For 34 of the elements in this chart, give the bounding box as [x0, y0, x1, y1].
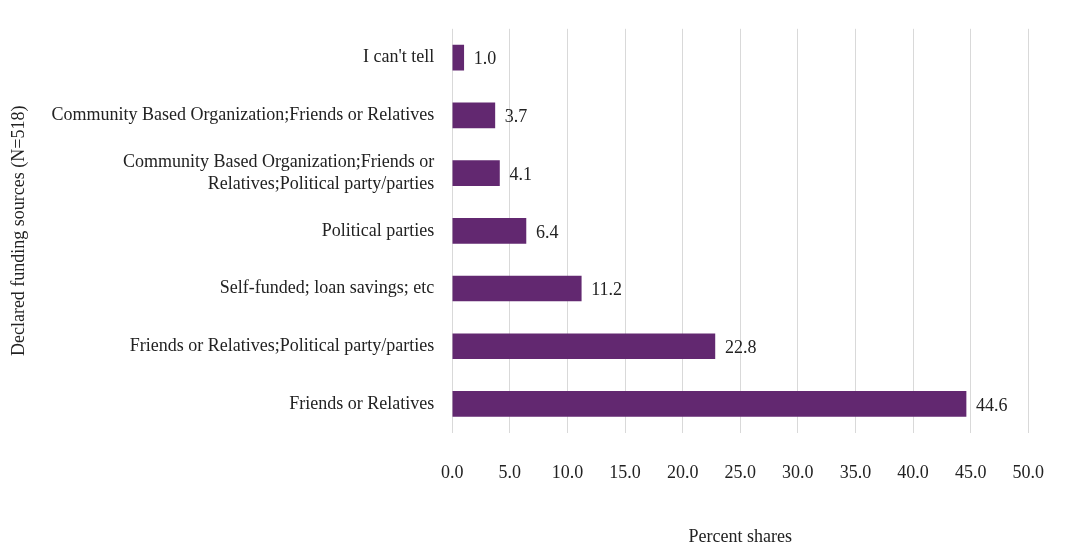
bar: [452, 102, 496, 129]
y-tick-label: Friends or Relatives: [289, 392, 435, 413]
data-label: 44.6: [976, 394, 1008, 415]
x-axis-title: Percent shares: [688, 525, 792, 546]
data-label: 3.7: [504, 106, 528, 127]
y-axis-title: Declared funding sources (N=518): [7, 105, 29, 357]
y-tick-label: Community Based Organization;Friends or Relatives;Political party/parties: [123, 151, 435, 193]
bar: [452, 333, 716, 360]
x-tick-label: 20.0: [666, 462, 699, 483]
bar: [452, 217, 527, 244]
data-label: 6.4: [535, 221, 559, 242]
data-label: 4.1: [509, 163, 532, 184]
x-tick-label: 40.0: [897, 462, 929, 483]
x-tick-label: 10.0: [551, 462, 584, 483]
data-label: 11.2: [591, 279, 623, 300]
x-tick-label: 5.0: [498, 462, 522, 483]
bar: [452, 160, 500, 186]
x-tick-label: 0.0: [440, 462, 464, 483]
data-label: 1.0: [473, 48, 497, 69]
x-tick-label: 35.0: [839, 462, 872, 483]
bar: [452, 391, 967, 417]
x-tick-label: 30.0: [782, 462, 814, 483]
y-tick-label: Political parties: [321, 219, 435, 240]
y-tick-label: I can't tell: [363, 46, 435, 67]
y-tick-label: Community Based Organization;Friends or Relatives: [51, 104, 435, 125]
bar: [452, 275, 582, 302]
bar: [452, 44, 465, 71]
x-tick-label: 15.0: [609, 462, 641, 483]
x-tick-label: 45.0: [954, 462, 987, 483]
y-tick-label: Self-funded; loan savings; etc: [219, 277, 435, 298]
x-tick-label: 25.0: [724, 462, 756, 483]
data-label: 22.8: [724, 336, 757, 357]
x-tick-label: 50.0: [1012, 462, 1044, 483]
y-tick-label: Friends or Relatives;Political party/parties: [129, 334, 435, 355]
